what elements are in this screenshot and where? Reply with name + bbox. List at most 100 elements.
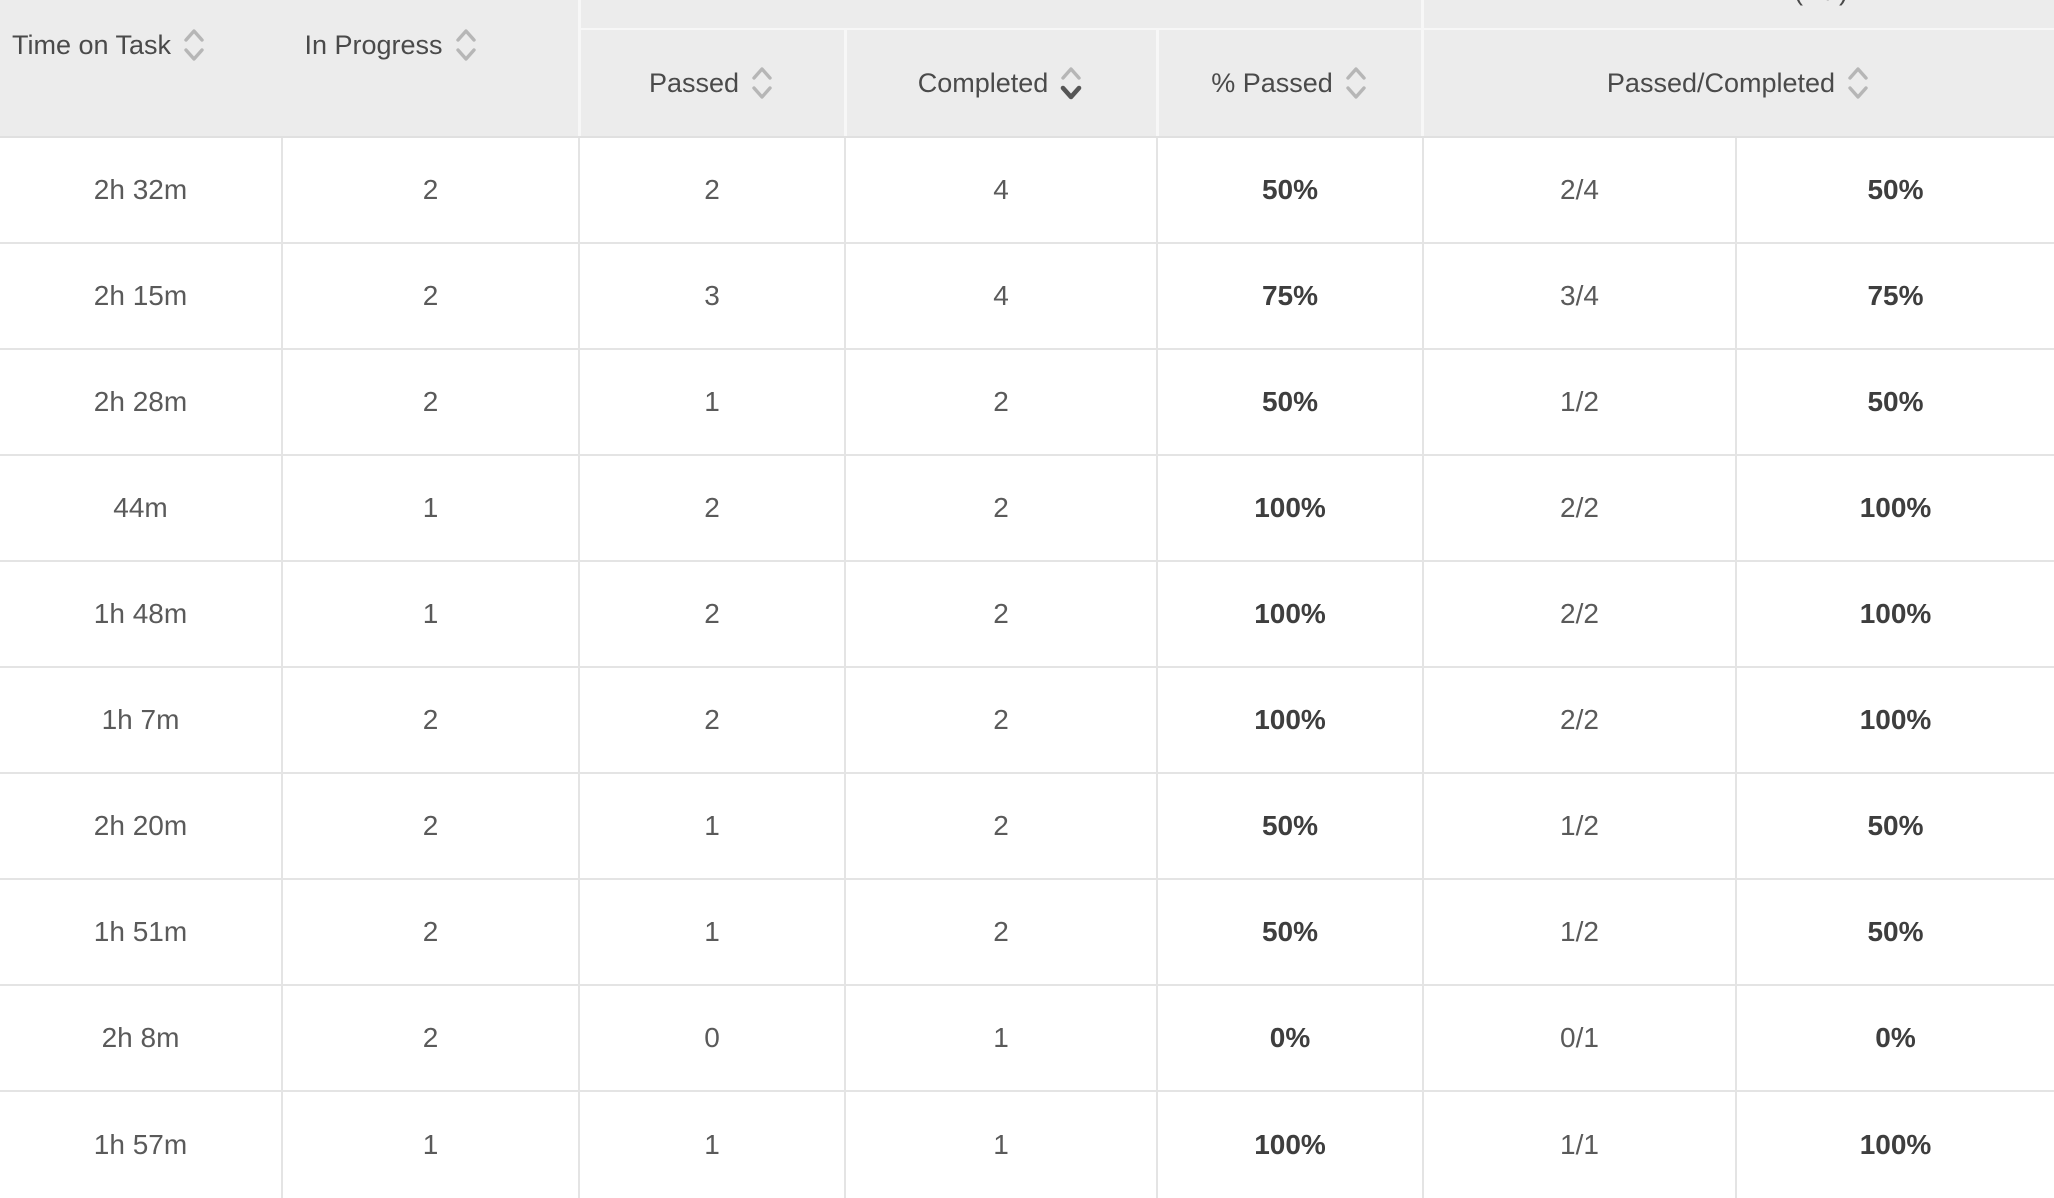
cell-in-progress: 1	[281, 1092, 578, 1198]
sort-desc-icon	[1060, 67, 1082, 100]
column-header-label: % Passed	[1211, 67, 1333, 98]
column-header-passed-completed[interactable]: Passed/Completed	[1422, 28, 2054, 136]
header-group-divider	[578, 28, 2054, 30]
cell-pct-passed: 75%	[1156, 244, 1422, 348]
column-header-label: Passed/Completed	[1606, 67, 1836, 98]
cell-pct-passed-completed: 100%	[1735, 668, 2054, 772]
column-header-label: Completed	[917, 67, 1049, 98]
cell-passed: 1	[578, 880, 844, 984]
column-header-in-progress[interactable]: In Progress	[281, 22, 578, 68]
cell-completed: 2	[844, 562, 1156, 666]
table-row[interactable]: 2h 15m 2 3 4 75% 3/4 75%	[0, 244, 2054, 350]
cell-in-progress: 1	[281, 562, 578, 666]
cell-pct-passed: 0%	[1156, 986, 1422, 1090]
cell-passed: 1	[578, 1092, 844, 1198]
sort-icon	[184, 29, 204, 61]
column-header-label: In Progress	[304, 29, 443, 60]
cell-passed-completed: 1/1	[1422, 1092, 1735, 1198]
table-body: 2h 32m 2 2 4 50% 2/4 50% 2h 15m 2 3 4 75…	[0, 138, 2054, 1198]
column-header-passed[interactable]: Passed	[578, 28, 844, 136]
cell-pct-passed-completed: 50%	[1735, 774, 2054, 878]
cell-in-progress: 2	[281, 244, 578, 348]
cell-pct-passed: 100%	[1156, 668, 1422, 772]
cell-passed-completed: 1/2	[1422, 350, 1735, 454]
cell-pct-passed-completed: 0%	[1735, 986, 2054, 1090]
cell-pct-passed-completed: 50%	[1735, 138, 2054, 242]
group2-header-cutoff-label: (%)	[1794, 0, 1854, 5]
sort-icon	[1346, 67, 1366, 99]
cell-time-on-task: 2h 32m	[93, 174, 188, 205]
cell-passed: 3	[578, 244, 844, 348]
cell-in-progress: 2	[281, 880, 578, 984]
header-separator	[578, 0, 581, 136]
cell-pct-passed-completed: 50%	[1735, 350, 2054, 454]
cell-passed-completed: 3/4	[1422, 244, 1735, 348]
cell-completed: 2	[844, 668, 1156, 772]
table-row[interactable]: 1h 48m 1 2 2 100% 2/2 100%	[0, 562, 2054, 668]
cell-passed: 2	[578, 668, 844, 772]
header-separator	[1421, 0, 1424, 136]
cell-time-on-task: 1h 48m	[93, 598, 188, 629]
cell-passed: 2	[578, 138, 844, 242]
cell-pct-passed: 50%	[1156, 350, 1422, 454]
column-header-label: Passed	[648, 67, 740, 98]
cell-time-on-task: 1h 7m	[101, 704, 180, 735]
cell-pct-passed-completed: 100%	[1735, 562, 2054, 666]
table-row[interactable]: 2h 20m 2 1 2 50% 1/2 50%	[0, 774, 2054, 880]
cell-pct-passed-completed: 100%	[1735, 456, 2054, 560]
sort-icon	[752, 67, 772, 99]
cell-completed: 1	[844, 1092, 1156, 1198]
table-row[interactable]: 1h 57m 1 1 1 100% 1/1 100%	[0, 1092, 2054, 1198]
cell-completed: 2	[844, 880, 1156, 984]
sort-icon	[455, 29, 476, 61]
cell-completed: 2	[844, 774, 1156, 878]
cell-passed-completed: 2/2	[1422, 456, 1735, 560]
cell-pct-passed-completed: 100%	[1735, 1092, 2054, 1198]
cell-pct-passed-completed: 75%	[1735, 244, 2054, 348]
cell-pct-passed: 50%	[1156, 138, 1422, 242]
column-header-time-on-task[interactable]: Time on Task	[0, 22, 281, 68]
cell-completed: 2	[844, 456, 1156, 560]
cell-completed: 4	[844, 244, 1156, 348]
cell-time-on-task: 2h 8m	[101, 1022, 180, 1053]
table-row[interactable]: 1h 51m 2 1 2 50% 1/2 50%	[0, 880, 2054, 986]
cell-time-on-task: 1h 57m	[93, 1129, 188, 1160]
cell-passed: 2	[578, 562, 844, 666]
table-row[interactable]: 2h 32m 2 2 4 50% 2/4 50%	[0, 138, 2054, 244]
column-header-label: Time on Task	[12, 29, 172, 60]
cell-pct-passed: 100%	[1156, 1092, 1422, 1198]
cell-pct-passed: 100%	[1156, 562, 1422, 666]
header-separator	[844, 28, 847, 136]
cell-in-progress: 2	[281, 350, 578, 454]
cell-time-on-task: 2h 20m	[93, 810, 188, 841]
cell-passed-completed: 2/2	[1422, 668, 1735, 772]
cell-passed: 1	[578, 350, 844, 454]
table-row[interactable]: 1h 7m 2 2 2 100% 2/2 100%	[0, 668, 2054, 774]
sort-icon	[1848, 67, 1868, 99]
cell-passed-completed: 2/2	[1422, 562, 1735, 666]
cell-passed-completed: 0/1	[1422, 986, 1735, 1090]
column-header-pct-passed[interactable]: % Passed	[1156, 28, 1422, 136]
cell-pct-passed: 50%	[1156, 774, 1422, 878]
table-header: (%) Time on Task In Progress Passed	[0, 0, 2054, 138]
cell-passed-completed: 2/4	[1422, 138, 1735, 242]
cell-in-progress: 2	[281, 986, 578, 1090]
column-header-completed[interactable]: Completed	[844, 28, 1156, 136]
cell-passed: 2	[578, 456, 844, 560]
cell-passed-completed: 1/2	[1422, 880, 1735, 984]
cell-time-on-task: 2h 28m	[93, 386, 188, 417]
header-separator	[1156, 28, 1159, 136]
cell-in-progress: 2	[281, 138, 578, 242]
cell-in-progress: 2	[281, 668, 578, 772]
cell-time-on-task: 2h 15m	[93, 280, 188, 311]
cell-passed: 0	[578, 986, 844, 1090]
cell-time-on-task: 1h 51m	[93, 916, 188, 947]
cell-completed: 2	[844, 350, 1156, 454]
cell-in-progress: 2	[281, 774, 578, 878]
table-row[interactable]: 44m 1 2 2 100% 2/2 100%	[0, 456, 2054, 562]
table-row[interactable]: 2h 8m 2 0 1 0% 0/1 0%	[0, 986, 2054, 1092]
cell-time-on-task: 44m	[113, 492, 168, 523]
cell-in-progress: 1	[281, 456, 578, 560]
cell-completed: 1	[844, 986, 1156, 1090]
table-row[interactable]: 2h 28m 2 1 2 50% 1/2 50%	[0, 350, 2054, 456]
